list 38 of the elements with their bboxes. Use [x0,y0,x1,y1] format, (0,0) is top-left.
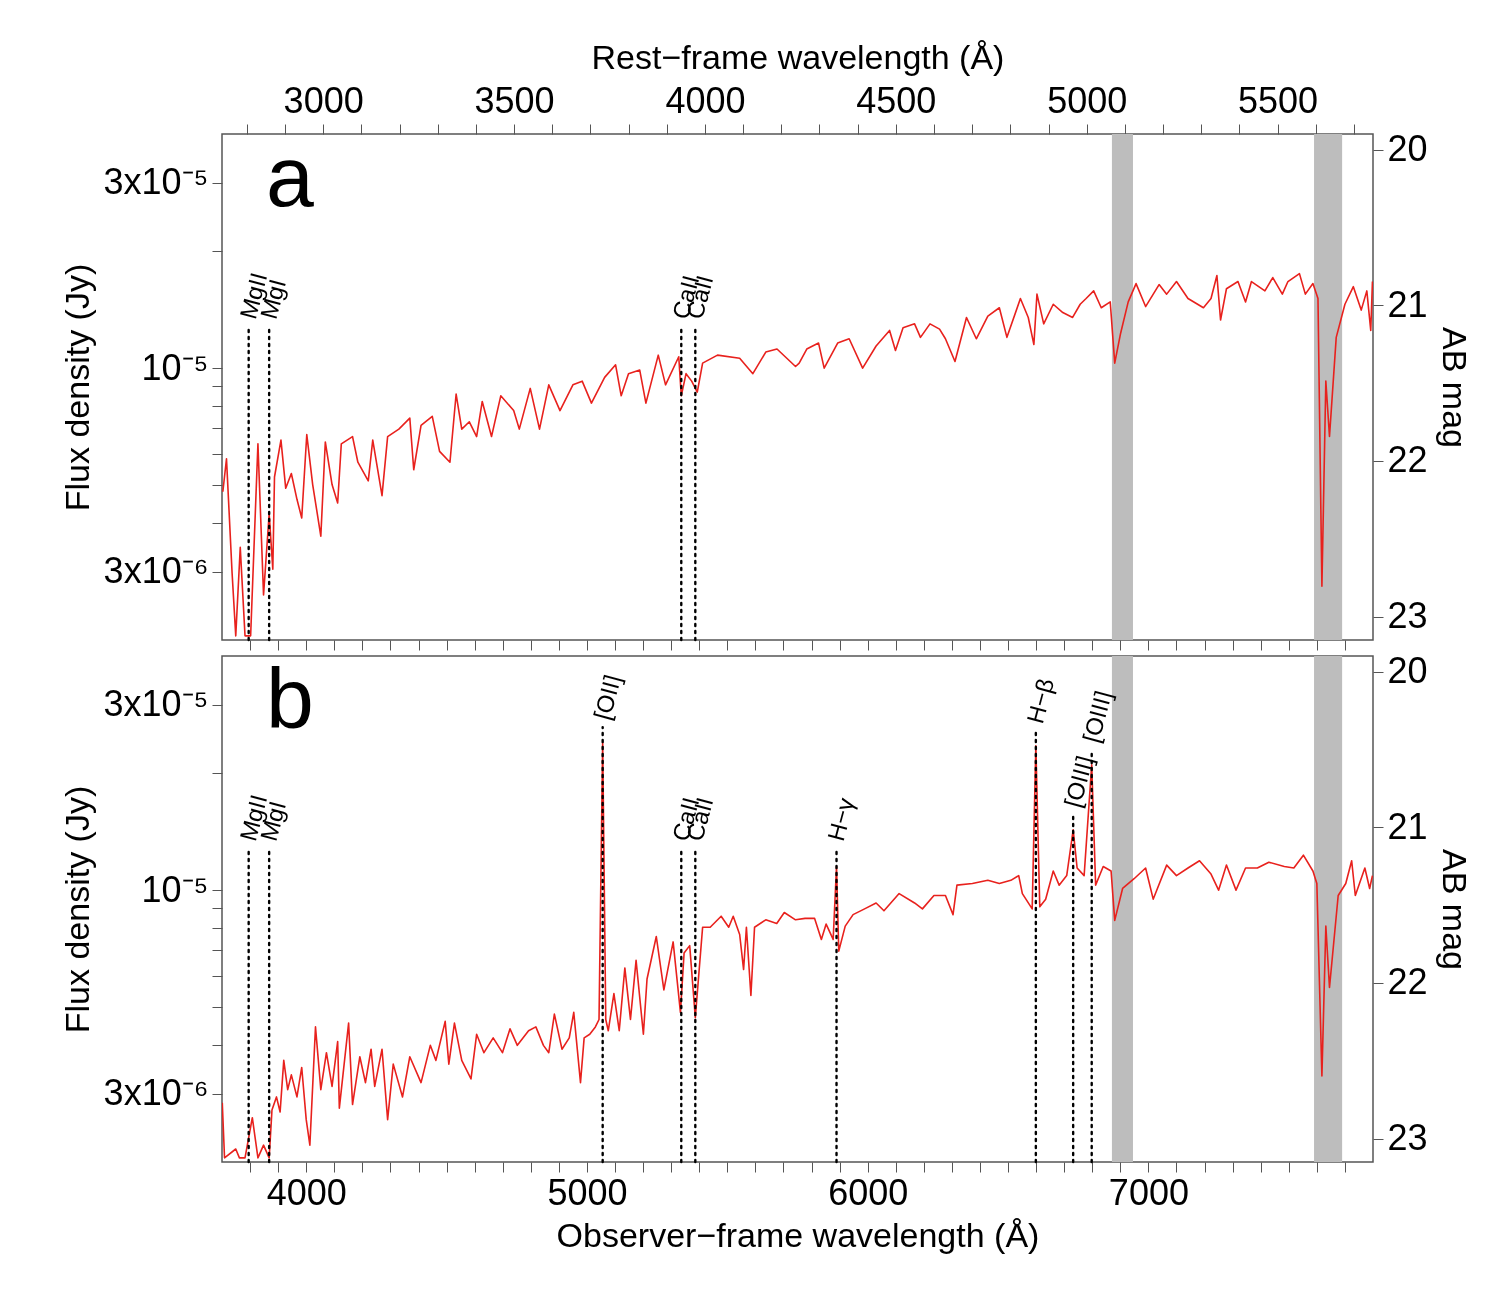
y2-axis-title: AB mag [1435,327,1474,448]
ref-line-label: H−γ [822,794,860,844]
x2-tick-label: 4500 [856,79,937,121]
ref-line-label: [OIII] [1058,752,1099,811]
line-series [222,272,1373,637]
x2-tick-label: 4000 [665,79,746,121]
x2-tick-label: 3500 [474,79,555,121]
x2-tick-label: 5500 [1238,79,1319,121]
y2-tick-label: 23 [1387,595,1428,637]
y-tick-label: 3x10⁻⁶ [103,550,209,592]
ref-line-label: [OII] [588,671,626,723]
x-tick-label: 7000 [1108,1171,1189,1213]
x-tick-label: 4000 [266,1171,347,1213]
x2-axis-title: Rest−frame wavelength (Å) [591,37,1005,76]
y2-tick-label: 21 [1387,805,1428,847]
y2-tick-label: 20 [1387,650,1428,692]
y2-tick-label: 21 [1387,283,1428,325]
ref-line-label: [OIII] [1077,687,1117,746]
annotation: a [266,128,314,224]
annotation: b [266,650,314,746]
y-tick-label: 3x10⁻⁵ [103,161,209,203]
y-tick-label: 3x10⁻⁵ [103,683,209,725]
y2-axis-title: AB mag [1435,849,1474,970]
ref-line-label: H−β [1021,675,1060,727]
x-tick-label: 6000 [828,1171,909,1213]
y2-tick-label: 22 [1387,961,1428,1003]
x2-tick-label: 3000 [283,79,364,121]
y2-tick-label: 23 [1387,1117,1428,1159]
y-tick-label: 10⁻⁵ [141,868,209,910]
y-axis-title: Flux density (Jy) [57,785,96,1034]
y2-tick-label: 22 [1387,439,1428,481]
x-axis-title: Observer−frame wavelength (Å) [556,1215,1040,1254]
x2-tick-label: 5000 [1047,79,1128,121]
y2-tick-label: 20 [1387,128,1428,170]
y-tick-label: 3x10⁻⁶ [103,1072,209,1114]
y-tick-label: 10⁻⁵ [141,346,209,388]
x-tick-label: 5000 [547,1171,628,1213]
y-axis-title: Flux density (Jy) [57,263,96,512]
